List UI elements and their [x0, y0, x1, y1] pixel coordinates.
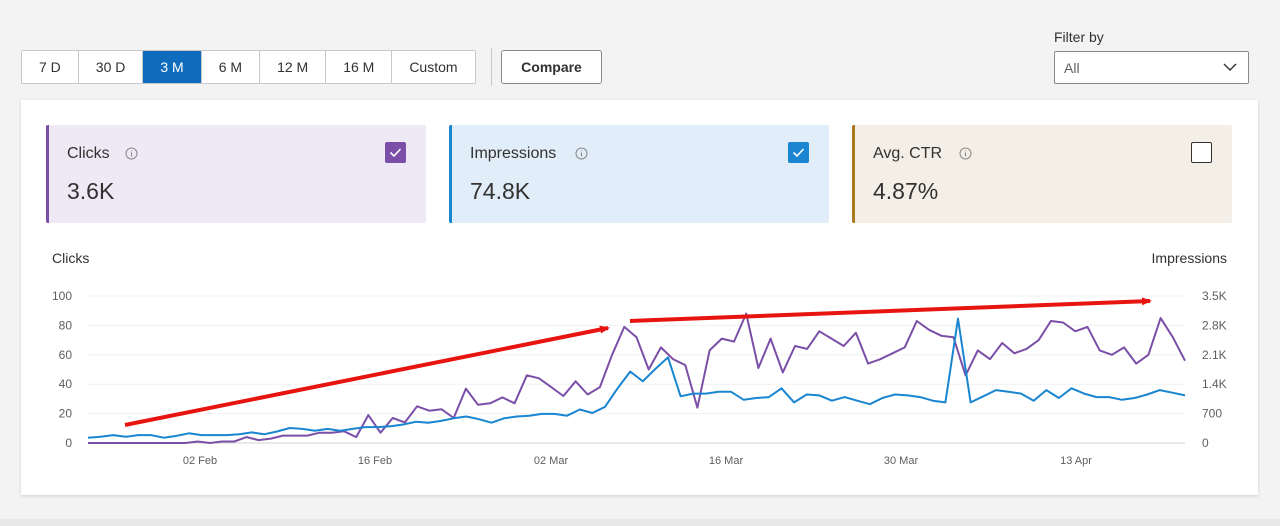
- x-tick-label: 13 Apr: [1060, 455, 1092, 467]
- x-tick-label: 30 Mar: [884, 455, 919, 467]
- info-icon[interactable]: [125, 147, 138, 160]
- y-tick-label-left: 80: [59, 318, 73, 332]
- y-tick-label-right: 2.1K: [1202, 348, 1227, 362]
- performance-panel: Clicks 3.6K Impressions 74.8K Avg. CTR 4…: [21, 100, 1258, 495]
- x-tick-label: 16 Mar: [709, 455, 744, 467]
- date-range-group: 7 D 30 D 3 M 6 M 12 M 16 M Custom: [21, 50, 476, 84]
- range-custom-button[interactable]: Custom: [392, 51, 475, 83]
- metric-card-ctr[interactable]: Avg. CTR 4.87%: [852, 125, 1232, 223]
- metric-title: Avg. CTR: [873, 145, 943, 162]
- filter-label: Filter by: [1054, 29, 1104, 45]
- right-axis-title: Impressions: [1152, 250, 1227, 266]
- info-icon[interactable]: [575, 147, 588, 160]
- ctr-checkbox[interactable]: [1191, 142, 1212, 163]
- left-axis-title: Clicks: [52, 250, 89, 266]
- metric-title: Clicks: [67, 145, 110, 162]
- range-3m-button[interactable]: 3 M: [143, 51, 202, 83]
- y-tick-label-right: 0: [1202, 436, 1209, 450]
- filter-dropdown[interactable]: All: [1054, 51, 1249, 84]
- series-line-impressions: [87, 317, 1186, 439]
- range-6m-button[interactable]: 6 M: [201, 51, 261, 83]
- metric-value: 4.87%: [873, 178, 939, 204]
- bottom-strip: [0, 519, 1280, 526]
- y-tick-label-right: 1.4K: [1202, 377, 1227, 391]
- y-tick-label-left: 60: [59, 348, 73, 362]
- metric-value: 3.6K: [67, 178, 115, 204]
- info-icon[interactable]: [959, 147, 972, 160]
- trend-arrow: [124, 325, 610, 427]
- filter-value: All: [1064, 59, 1080, 76]
- check-icon: [792, 148, 805, 158]
- metric-card-impressions[interactable]: Impressions 74.8K: [449, 125, 829, 223]
- impressions-checkbox[interactable]: [788, 142, 809, 163]
- compare-button[interactable]: Compare: [501, 50, 602, 84]
- range-30d-button[interactable]: 30 D: [78, 51, 144, 83]
- metric-title: Impressions: [470, 145, 557, 162]
- y-tick-label-left: 20: [59, 407, 73, 421]
- trend-arrow: [629, 297, 1152, 323]
- series-line-clicks: [88, 312, 1186, 444]
- metric-card-clicks[interactable]: Clicks 3.6K: [46, 125, 426, 223]
- y-tick-label-left: 40: [59, 377, 73, 391]
- toolbar-divider: [491, 48, 492, 86]
- range-16m-button[interactable]: 16 M: [326, 51, 393, 83]
- y-tick-label-right: 2.8K: [1202, 318, 1227, 332]
- clicks-checkbox[interactable]: [385, 142, 406, 163]
- x-tick-label: 16 Feb: [358, 455, 392, 467]
- x-tick-label: 02 Feb: [183, 455, 217, 467]
- y-tick-label-right: 3.5K: [1202, 289, 1227, 303]
- check-icon: [389, 148, 402, 158]
- x-tick-label: 02 Mar: [534, 455, 569, 467]
- metric-value: 74.8K: [470, 178, 531, 204]
- y-tick-label-left: 0: [65, 436, 72, 450]
- range-12m-button[interactable]: 12 M: [260, 51, 327, 83]
- range-7d-button[interactable]: 7 D: [22, 51, 79, 83]
- y-tick-label-left: 100: [52, 289, 72, 303]
- chevron-down-icon: [1223, 63, 1237, 71]
- y-tick-label-right: 700: [1202, 407, 1222, 421]
